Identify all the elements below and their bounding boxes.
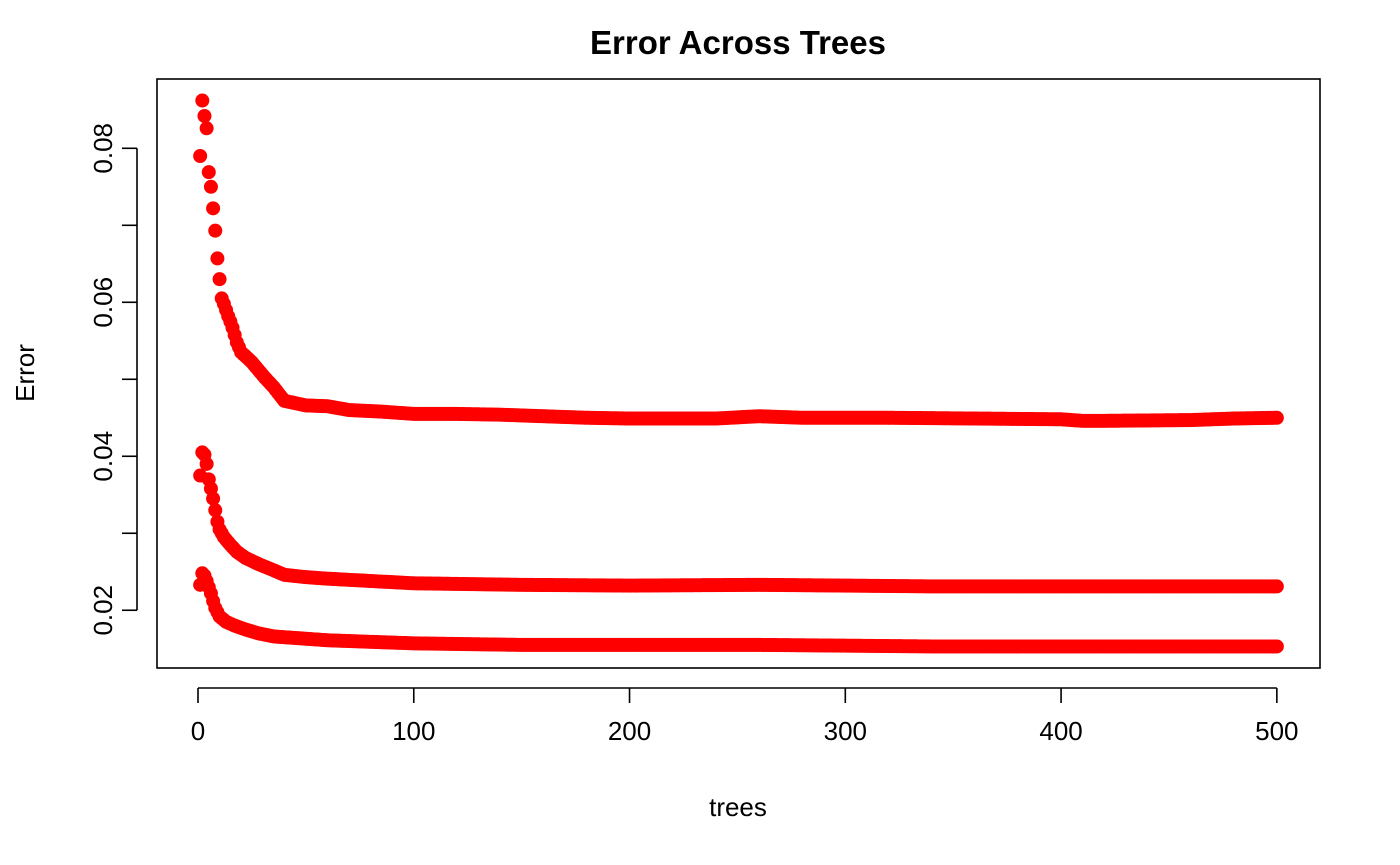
- x-axis-label: trees: [709, 792, 767, 822]
- data-point: [208, 223, 223, 238]
- data-points: [193, 93, 1284, 654]
- data-point: [195, 93, 210, 108]
- data-point: [206, 201, 221, 216]
- data-point: [201, 165, 216, 180]
- data-point: [203, 179, 218, 194]
- plot-frame: [156, 78, 1321, 669]
- x-tick-label: 0: [191, 716, 205, 746]
- data-point: [199, 456, 214, 471]
- series-3: [193, 566, 1284, 654]
- data-point: [1269, 639, 1284, 654]
- x-tick-label: 500: [1255, 716, 1298, 746]
- data-point: [208, 503, 223, 518]
- y-axis-label: Error: [10, 344, 40, 402]
- x-tick-label: 400: [1039, 716, 1082, 746]
- y-tick-label: 0.04: [88, 431, 118, 482]
- data-point: [193, 148, 208, 163]
- data-point: [1269, 579, 1284, 594]
- data-point: [212, 272, 227, 287]
- data-point: [197, 108, 212, 123]
- series-2: [193, 445, 1284, 594]
- x-axis: 0 100 200 300 400 500: [191, 687, 1299, 746]
- y-tick-label: 0.02: [88, 585, 118, 636]
- y-axis: 0.02 0.04 0.06 0.08: [88, 123, 138, 636]
- y-tick-label: 0.08: [88, 123, 118, 174]
- data-point: [210, 251, 225, 266]
- chart-title: Error Across Trees: [590, 24, 886, 61]
- data-point: [199, 121, 214, 136]
- data-point: [206, 491, 221, 506]
- series-1: [193, 93, 1284, 428]
- x-tick-label: 100: [392, 716, 435, 746]
- x-tick-label: 200: [608, 716, 651, 746]
- data-point: [1269, 410, 1284, 425]
- y-tick-label: 0.06: [88, 277, 118, 328]
- x-tick-label: 300: [824, 716, 867, 746]
